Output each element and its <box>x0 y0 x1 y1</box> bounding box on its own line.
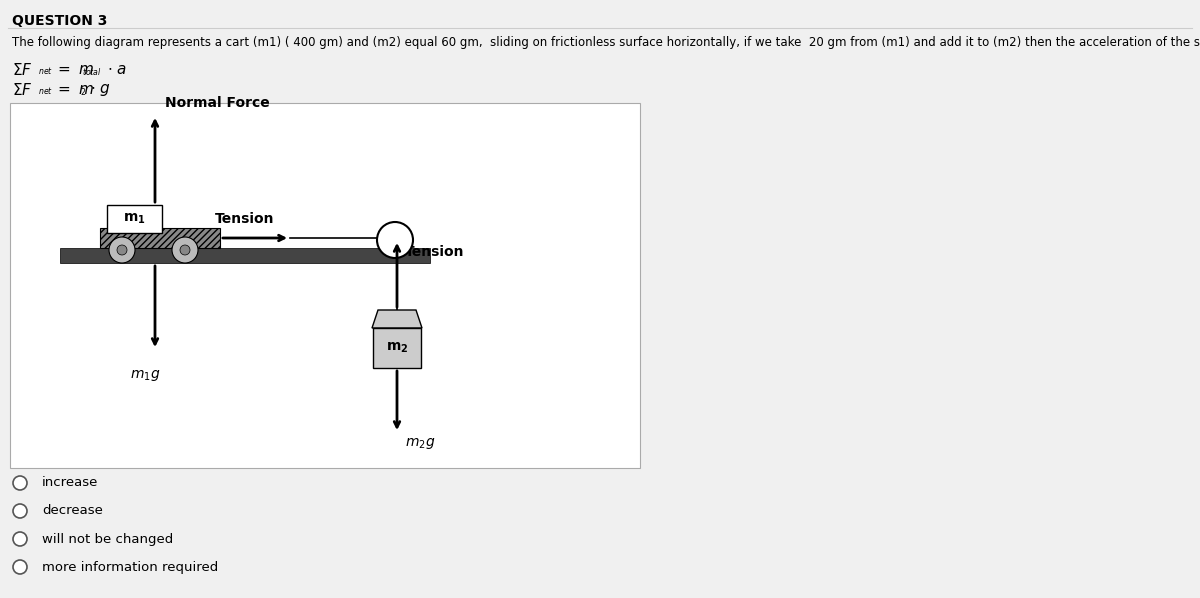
Text: $_{total}$: $_{total}$ <box>82 67 102 80</box>
Circle shape <box>13 532 28 546</box>
Text: The following diagram represents a cart (m1) ( 400 gm) and (m2) equal 60 gm,  sl: The following diagram represents a cart … <box>12 36 1200 49</box>
Circle shape <box>180 245 190 255</box>
Text: $_{2}$: $_{2}$ <box>80 87 86 99</box>
Text: Normal Force: Normal Force <box>166 96 270 110</box>
Circle shape <box>13 560 28 574</box>
Bar <box>60 248 430 263</box>
Text: $m_1g$: $m_1g$ <box>130 368 160 383</box>
Text: $\Sigma F$: $\Sigma F$ <box>12 62 32 78</box>
Bar <box>107 205 162 233</box>
Text: QUESTION 3: QUESTION 3 <box>12 14 107 28</box>
Text: Tension: Tension <box>406 245 464 259</box>
Text: $_{net}$: $_{net}$ <box>38 87 53 99</box>
Circle shape <box>109 237 134 263</box>
Text: $\mathbf{m_1}$: $\mathbf{m_1}$ <box>124 212 146 226</box>
Polygon shape <box>372 310 422 328</box>
Text: $=$ $m$: $=$ $m$ <box>55 62 95 77</box>
Text: Tension: Tension <box>215 212 275 226</box>
Text: more information required: more information required <box>42 560 218 573</box>
Circle shape <box>13 476 28 490</box>
Text: decrease: decrease <box>42 505 103 517</box>
Bar <box>373 328 421 368</box>
Text: $\cdot$ $g$: $\cdot$ $g$ <box>90 82 110 98</box>
Circle shape <box>377 222 413 258</box>
Text: $\cdot$ $a$: $\cdot$ $a$ <box>107 62 127 77</box>
Text: $\Sigma F$: $\Sigma F$ <box>12 82 32 98</box>
Text: $=$ $m$: $=$ $m$ <box>55 82 95 97</box>
Text: $m_2g$: $m_2g$ <box>406 436 436 451</box>
Text: increase: increase <box>42 477 98 490</box>
Text: $_{net}$: $_{net}$ <box>38 67 53 78</box>
Bar <box>100 228 220 248</box>
Circle shape <box>172 237 198 263</box>
Circle shape <box>118 245 127 255</box>
Text: $\mathbf{m_2}$: $\mathbf{m_2}$ <box>385 341 408 355</box>
Bar <box>10 103 640 468</box>
Text: will not be changed: will not be changed <box>42 532 173 545</box>
Circle shape <box>13 504 28 518</box>
